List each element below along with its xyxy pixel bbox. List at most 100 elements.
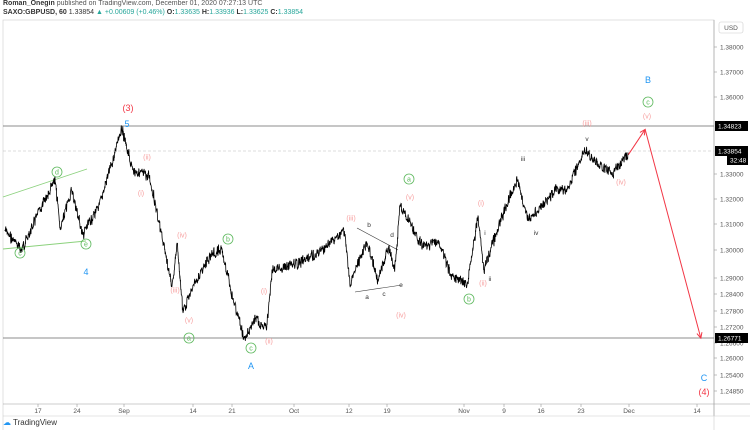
- wave-label[interactable]: 4: [83, 267, 88, 277]
- wave-circle-icon: [222, 233, 234, 245]
- y-tick-label: 1.37000: [720, 70, 744, 77]
- projection-arrows[interactable]: [628, 128, 703, 340]
- x-tick-label: 24: [73, 408, 81, 415]
- wave-label[interactable]: b: [467, 296, 471, 303]
- price-tag: [715, 121, 748, 131]
- y-tick-label: 1.24850: [720, 389, 744, 396]
- author[interactable]: Roman_Onegin: [3, 0, 55, 7]
- wave-label[interactable]: c: [382, 291, 386, 298]
- y-tick-label: 1.29000: [720, 276, 744, 283]
- wave-circle-icon: [642, 96, 654, 108]
- price-tag-label: 1.33854: [718, 149, 742, 156]
- close-value: 1.33854: [277, 9, 304, 16]
- wave-label[interactable]: (iv): [177, 232, 187, 239]
- wave-label[interactable]: (ii): [143, 154, 151, 161]
- open-value: 1.33635: [174, 9, 200, 16]
- wave-label[interactable]: B: [645, 75, 651, 85]
- x-tick-label: Dec: [623, 408, 635, 415]
- x-tick-label: Oct: [289, 408, 299, 415]
- wave-label[interactable]: (iv): [396, 312, 406, 319]
- close-label: C:: [270, 9, 278, 16]
- wave-label[interactable]: ii: [489, 276, 492, 283]
- wave-label[interactable]: b: [226, 236, 230, 243]
- wave-label[interactable]: (ii): [479, 280, 487, 287]
- x-tick-label: 12: [345, 408, 353, 415]
- wave-label[interactable]: c: [646, 99, 650, 106]
- wedge-upper-trendline[interactable]: [356, 227, 399, 251]
- y-tick-label: 1.28400: [720, 292, 744, 299]
- wave-label[interactable]: (iv): [616, 179, 626, 186]
- wave-label[interactable]: (i): [478, 200, 484, 207]
- open-label: O:: [166, 9, 175, 16]
- symbol: SAXO:GBPUSD, 60: [3, 9, 67, 16]
- high-value: 1.33936: [209, 9, 235, 16]
- projection-arrow[interactable]: [628, 129, 646, 155]
- symbol-legend: SAXO:GBPUSD, 60 1.33854 ▲ +0.00609 (+0.4…: [3, 9, 303, 16]
- x-tick-label: 14: [189, 408, 197, 415]
- publish-text: published on TradingView.com, December 0…: [56, 0, 263, 7]
- wave-label[interactable]: (3): [123, 103, 134, 113]
- wave-label[interactable]: i: [484, 230, 485, 237]
- projection-arrow[interactable]: [644, 129, 702, 339]
- wave-label[interactable]: A: [248, 361, 254, 371]
- price-tag: [715, 146, 748, 156]
- x-tick-label: 17: [34, 408, 42, 415]
- high-label: H:: [201, 9, 210, 16]
- y-tick-label: 1.31000: [720, 222, 744, 229]
- x-tick-label: Sep: [118, 408, 130, 415]
- tradingview-logo[interactable]: ☁ TradingView: [3, 418, 57, 427]
- arrow-head-icon: [639, 128, 646, 136]
- y-tick-label: 1.26000: [720, 356, 744, 363]
- wave-label[interactable]: c: [249, 345, 253, 352]
- arrow-head-icon: [696, 332, 703, 340]
- x-tick-label: 9: [502, 408, 506, 415]
- wave-label[interactable]: e: [84, 241, 88, 248]
- wave-label[interactable]: (iii): [346, 215, 355, 222]
- wave-label[interactable]: v: [585, 136, 589, 143]
- wave-label[interactable]: 5: [124, 119, 129, 129]
- x-tick-label: 21: [228, 408, 236, 415]
- publish-info: Roman_Onegin published on TradingView.co…: [3, 0, 262, 7]
- wave-label[interactable]: d: [55, 169, 59, 176]
- wave-circle-icon: [403, 173, 415, 185]
- wave-label[interactable]: (v): [406, 194, 414, 201]
- low-value: 1.33625: [243, 9, 269, 16]
- triangle-lower-trendline[interactable]: [2, 240, 87, 250]
- wave-circle-icon: [183, 332, 195, 344]
- wave-label[interactable]: C: [701, 373, 708, 383]
- wedge-lower-trendline[interactable]: [354, 284, 403, 293]
- wave-label[interactable]: (4): [699, 387, 710, 397]
- x-tick-label: 23: [577, 408, 585, 415]
- wave-label[interactable]: (i): [138, 190, 144, 197]
- y-tick-label: 1.30000: [720, 248, 744, 255]
- currency-button[interactable]: [718, 21, 744, 34]
- x-tick-label: Nov: [458, 408, 470, 415]
- y-tick-label: 1.33000: [720, 172, 744, 179]
- wave-circle-icon: [245, 342, 257, 354]
- logo-text: TradingView: [13, 418, 58, 427]
- wave-label[interactable]: (i): [261, 288, 267, 295]
- change: +0.00609 (+0.46%): [104, 9, 165, 16]
- wave-label[interactable]: (iii): [170, 287, 179, 294]
- x-tick-label: 14: [693, 408, 701, 415]
- wave-label[interactable]: iv: [534, 230, 539, 237]
- wave-label[interactable]: b: [367, 222, 371, 229]
- up-arrow-icon: ▲: [96, 9, 103, 16]
- wave-label[interactable]: (v): [643, 113, 651, 120]
- wave-label[interactable]: (ii): [265, 338, 273, 345]
- wave-label[interactable]: iii: [521, 156, 525, 163]
- wave-label[interactable]: a: [187, 335, 191, 342]
- price-tag-label: 1.26771: [718, 336, 742, 343]
- wave-label[interactable]: (iii): [582, 120, 591, 127]
- wave-label[interactable]: (v): [185, 317, 193, 324]
- wave-label[interactable]: a: [365, 294, 369, 301]
- triangle-upper-trendline[interactable]: [2, 168, 88, 198]
- wave-label[interactable]: c: [18, 250, 22, 257]
- wave-label[interactable]: a: [407, 176, 411, 183]
- y-tick-label: 1.26600: [720, 341, 744, 348]
- y-tick-label: 1.27800: [720, 309, 744, 316]
- wave-label[interactable]: e: [399, 282, 403, 289]
- price-series: [4, 125, 629, 341]
- wave-label[interactable]: d: [390, 232, 394, 239]
